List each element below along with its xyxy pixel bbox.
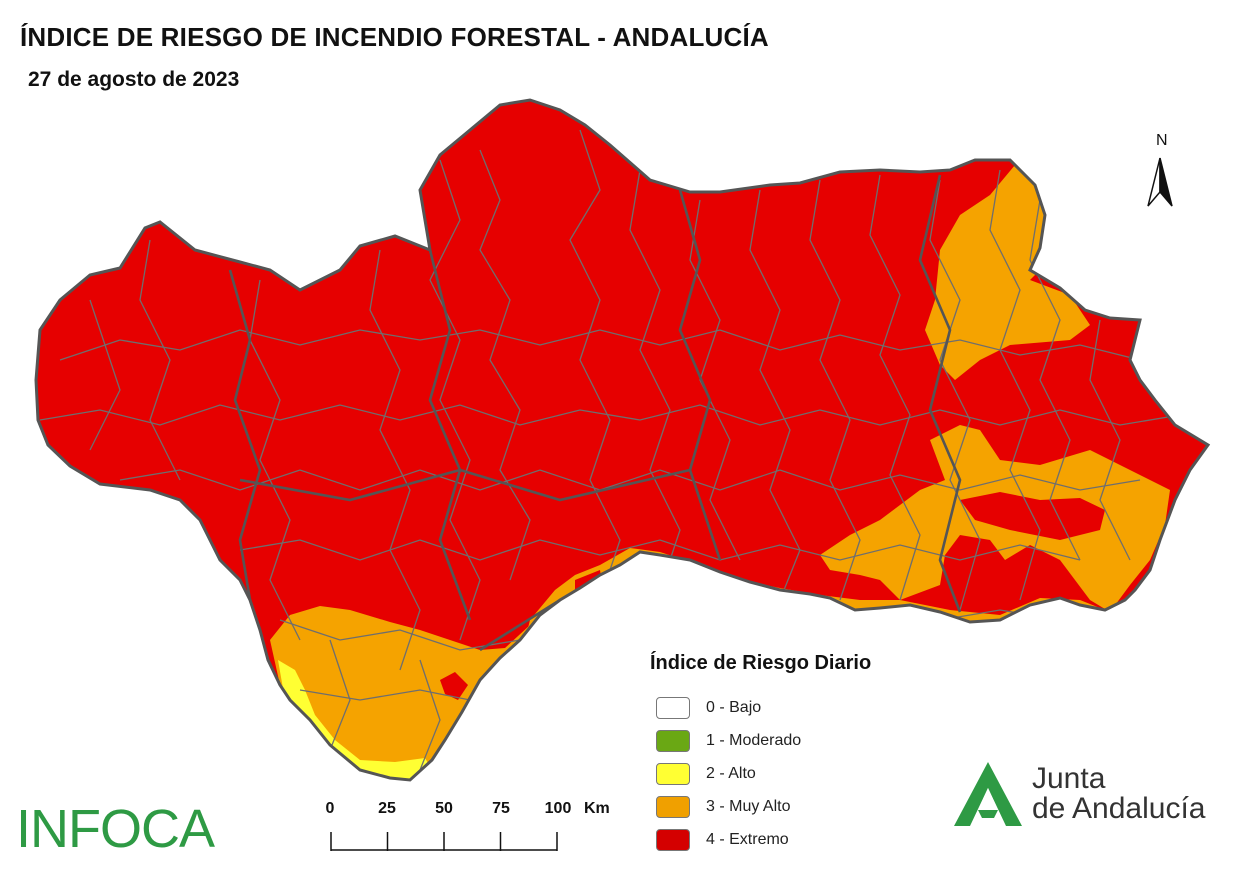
north-arrow-icon (1147, 157, 1173, 207)
scale-tick-label: 0 (325, 800, 335, 817)
junta-de-andalucia-wordmark: Junta de Andalucía (1032, 764, 1205, 824)
scale-unit: Km (584, 800, 610, 817)
scale-tick-label: 25 (378, 800, 396, 817)
legend-item-muy-alto: 3 - Muy Alto (650, 790, 871, 823)
legend-label: 4 - Extremo (706, 830, 789, 848)
legend-swatch (656, 729, 690, 752)
scale-bar: 0 25 50 75 100 Km (320, 800, 610, 860)
legend-item-moderado: 1 - Moderado (650, 724, 871, 757)
scale-tick-label: 50 (435, 800, 453, 817)
legend-swatch (656, 795, 690, 818)
legend-item-alto: 2 - Alto (650, 757, 871, 790)
infoca-logo: INFOCA (16, 799, 215, 859)
scale-tick-label: 100 (544, 800, 572, 817)
legend-item-extremo: 4 - Extremo (650, 823, 871, 856)
map-date: 27 de agosto de 2023 (28, 68, 240, 91)
legend: Índice de Riesgo Diario 0 - Bajo 1 - Mod… (650, 652, 871, 856)
legend-title: Índice de Riesgo Diario (650, 652, 872, 674)
zone-extremo-patch-2 (990, 425, 1085, 460)
legend-label: 3 - Muy Alto (706, 797, 791, 815)
map-title: ÍNDICE DE RIESGO DE INCENDIO FORESTAL - … (20, 22, 769, 52)
legend-label: 0 - Bajo (706, 698, 762, 716)
legend-label: 1 - Moderado (706, 731, 802, 749)
junta-de-andalucia-logo-icon (954, 762, 1022, 826)
junta-line-2: de Andalucía (1032, 792, 1206, 825)
scale-tick-label: 75 (492, 800, 510, 817)
region-outline (34, 98, 1211, 782)
junta-line-1: Junta (1032, 762, 1106, 795)
zone-extremo-patch-4 (440, 672, 468, 700)
legend-swatch (656, 762, 690, 785)
legend-swatch (656, 828, 690, 851)
legend-item-bajo: 0 - Bajo (650, 691, 871, 724)
north-label: N (1156, 132, 1168, 149)
legend-swatch (656, 696, 690, 719)
scale-bar-line (330, 832, 558, 851)
legend-label: 2 - Alto (706, 764, 756, 782)
